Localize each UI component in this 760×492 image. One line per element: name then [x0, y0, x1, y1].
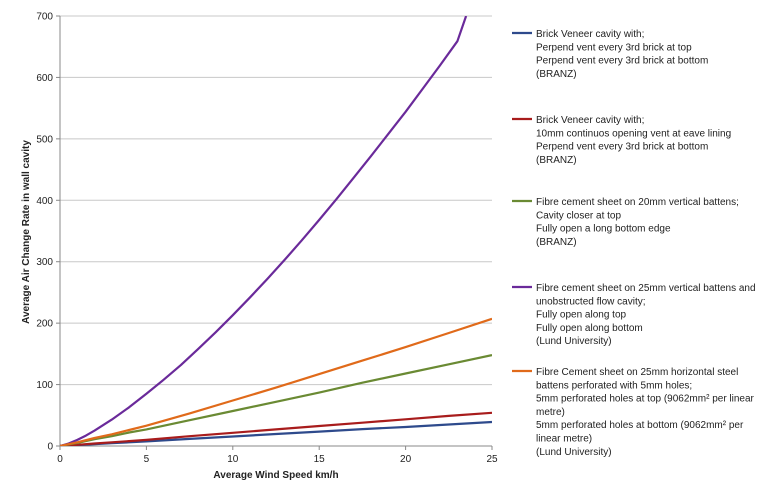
- y-tick-label-0: 0: [47, 442, 53, 453]
- legend-text-4-0: Fibre Cement sheet on 25mm horizontal st…: [536, 367, 738, 378]
- x-tick-label-4: 20: [400, 454, 412, 465]
- axes: [56, 15, 493, 450]
- x-tick-label-0: 0: [57, 454, 63, 465]
- x-axis-label: Average Wind Speed km/h: [213, 470, 338, 481]
- x-tick-label-2: 10: [227, 454, 239, 465]
- gridlines: [60, 15, 492, 386]
- tick-labels: 0 100 200 300 400 500 600 700 0 5 10 15 20 25: [36, 12, 498, 466]
- series-line-2: [60, 354, 492, 446]
- y-tick-label-3: 300: [36, 257, 53, 268]
- y-tick-label-2: 200: [36, 319, 53, 330]
- legend-text-3-4: (Lund University): [536, 336, 612, 347]
- y-tick-label-4: 400: [36, 196, 53, 207]
- legend-text-4-4: 5mm perforated holes at bottom (9062mm² …: [536, 420, 744, 431]
- legend-text-0-0: Brick Veneer cavity with;: [536, 29, 644, 40]
- legend-text-1-2: Perpend vent every 3rd brick at bottom: [536, 142, 708, 153]
- legend-text-2-1: Cavity closer at top: [536, 210, 621, 221]
- legend-text-0-3: (BRANZ): [536, 69, 577, 80]
- series-line-3: [60, 16, 468, 446]
- legend-text-4-3: metre): [536, 407, 565, 418]
- x-tick-label-3: 15: [314, 454, 326, 465]
- x-tick-label-5: 25: [486, 454, 498, 465]
- legend-text-3-1: unobstructed flow cavity;: [536, 296, 646, 307]
- legend-text-3-0: Fibre cement sheet on 25mm vertical batt…: [536, 283, 756, 294]
- series-lines: [60, 16, 492, 446]
- legend-text-2-2: Fully open a long bottom edge: [536, 224, 671, 235]
- y-tick-label-6: 600: [36, 73, 53, 84]
- y-tick-label-1: 100: [36, 380, 53, 391]
- legend-text-1-1: 10mm continuos opening vent at eave lini…: [536, 128, 731, 139]
- series-line-1: [60, 411, 492, 446]
- x-tick-label-1: 5: [144, 454, 150, 465]
- legend-entry-1: Brick Veneer cavity with; 10mm continuos …: [512, 115, 731, 166]
- series-line-4: [60, 317, 492, 446]
- legend-text-0-2: Perpend vent every 3rd brick at bottom: [536, 56, 708, 67]
- legend-text-4-2: 5mm perforated holes at top (9062mm² per…: [536, 394, 755, 405]
- y-tick-label-7: 700: [36, 12, 53, 23]
- y-axis-label: Average Air Change Rate in wall cavity: [21, 140, 32, 324]
- y-tick-label-5: 500: [36, 134, 53, 145]
- legend-entry-4: Fibre Cement sheet on 25mm horizontal st…: [512, 367, 755, 458]
- legend-text-1-3: (BRANZ): [536, 155, 577, 166]
- legend-text-3-3: Fully open along bottom: [536, 323, 643, 334]
- legend-entry-0: Brick Veneer cavity with; Perpend vent ev…: [512, 29, 708, 80]
- legend-text-4-6: (Lund University): [536, 447, 612, 458]
- legend-text-3-2: Fully open along top: [536, 310, 627, 321]
- legend-text-1-0: Brick Veneer cavity with;: [536, 115, 644, 126]
- legend-text-4-5: linear metre): [536, 434, 592, 445]
- legend-text-0-1: Perpend vent every 3rd brick at top: [536, 42, 692, 53]
- legend-entry-2: Fibre cement sheet on 20mm vertical batt…: [512, 197, 739, 248]
- legend-text-4-1: battens perforated with 5mm holes;: [536, 380, 692, 391]
- legend-text-2-3: (BRANZ): [536, 237, 577, 248]
- legend-entry-3: Fibre cement sheet on 25mm vertical batt…: [512, 283, 756, 347]
- legend-text-2-0: Fibre cement sheet on 20mm vertical batt…: [536, 197, 739, 208]
- legend: Brick Veneer cavity with; Perpend vent ev…: [512, 29, 756, 458]
